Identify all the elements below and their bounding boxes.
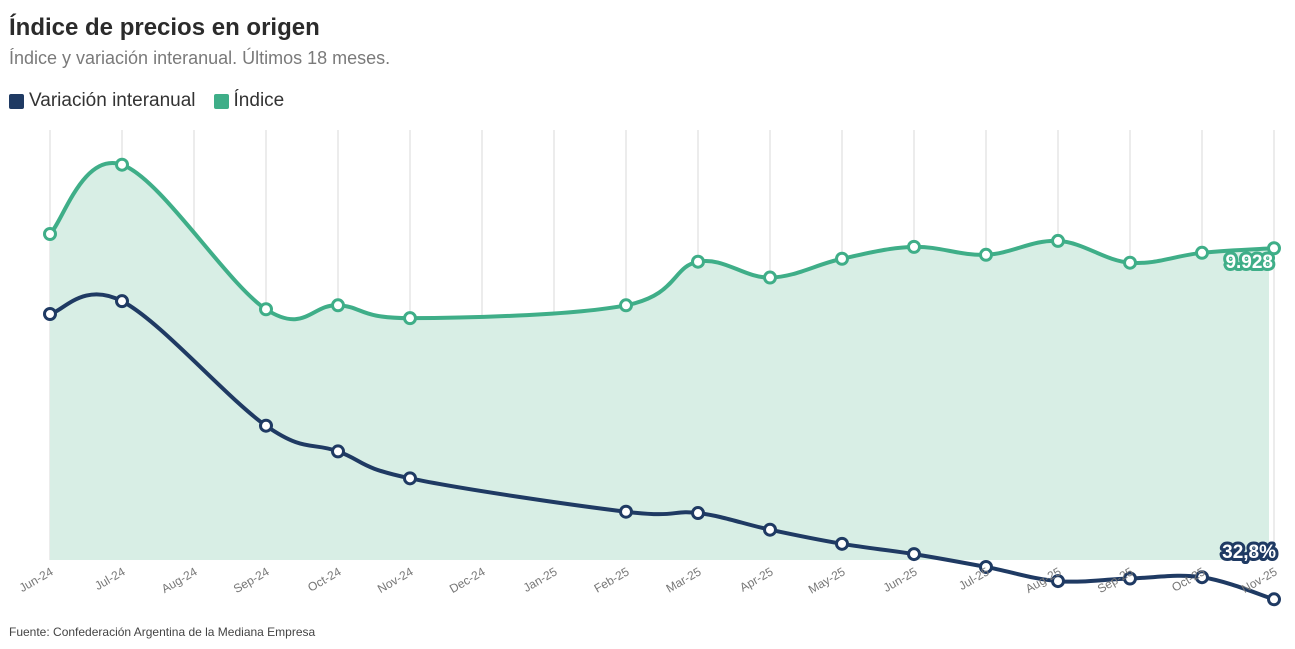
indice-end-label-halo: 9.928 [1225, 252, 1273, 273]
indice-end-label: 9.928 [1225, 252, 1273, 273]
chart-subtitle: Índice y variación interanual. Últimos 1… [9, 48, 391, 68]
x-tick-label: Jul-25 [956, 564, 992, 593]
indice-point[interactable] [259, 302, 273, 317]
x-tick-label: Mar-25 [664, 564, 704, 595]
chart-title: Índice de precios en origen [9, 14, 320, 41]
variacion-point[interactable] [1195, 570, 1209, 585]
indice-point[interactable] [1195, 245, 1209, 260]
variacion-points [43, 294, 1281, 607]
indice-points [43, 157, 1281, 326]
indice-point[interactable] [763, 270, 777, 285]
legend-label-variacion: Variación interanual [29, 90, 196, 111]
legend-label-indice: Índice [233, 90, 285, 111]
variacion-point[interactable] [907, 547, 921, 562]
indice-point[interactable] [1123, 255, 1137, 270]
x-tick-label: Jul-24 [92, 564, 128, 593]
variacion-point[interactable] [1123, 571, 1137, 586]
legend-swatch-variacion [9, 93, 24, 109]
indice-point[interactable] [115, 157, 129, 172]
indice-point[interactable] [835, 251, 849, 266]
indice-point[interactable] [331, 298, 345, 313]
variacion-point[interactable] [619, 504, 633, 519]
x-tick-label: Jun-24 [17, 564, 56, 595]
x-tick-label: Oct-25 [1169, 564, 1207, 594]
indice-point[interactable] [907, 239, 921, 254]
variacion-end-label-halo: 32,8% [1222, 542, 1276, 563]
x-tick-label: Feb-25 [592, 564, 632, 595]
legend: Variación interanual Índice [9, 90, 302, 112]
indice-point[interactable] [979, 247, 993, 262]
variacion-point[interactable] [979, 559, 993, 574]
x-tick-label: Jun-25 [881, 564, 920, 595]
indice-area [50, 162, 1274, 560]
variacion-point[interactable] [835, 536, 849, 551]
legend-swatch-indice [213, 93, 229, 109]
source-note: Fuente: Confederación Argentina de la Me… [9, 625, 316, 639]
indice-point[interactable] [403, 311, 417, 326]
variacion-point[interactable] [1051, 574, 1065, 589]
variacion-point[interactable] [331, 444, 345, 459]
variacion-point[interactable] [763, 522, 777, 537]
x-tick-label: May-25 [806, 564, 848, 596]
variacion-point[interactable] [115, 294, 129, 309]
indice-point[interactable] [43, 227, 57, 241]
variacion-end-label: 32,8% [1222, 542, 1276, 563]
variacion-point[interactable] [1267, 592, 1281, 607]
indice-point[interactable] [1051, 233, 1065, 248]
indice-point[interactable] [1267, 241, 1281, 256]
x-tick-label: Apr-25 [737, 564, 775, 594]
variacion-point[interactable] [691, 506, 705, 521]
x-tick-label: Nov-24 [375, 564, 416, 596]
indice-point[interactable] [691, 254, 705, 269]
x-tick-label: Jan-25 [521, 564, 560, 595]
variacion-point[interactable] [259, 418, 273, 433]
variacion-point[interactable] [403, 471, 417, 486]
x-tick-label: Dec-24 [447, 564, 488, 596]
x-tick-label: Aug-24 [159, 564, 200, 596]
x-tick-label: Sep-24 [231, 564, 272, 596]
indice-point[interactable] [619, 298, 633, 313]
legend-item-indice[interactable]: Índice [213, 90, 285, 112]
legend-item-variacion[interactable]: Variación interanual [9, 90, 196, 112]
x-tick-label: Oct-24 [305, 564, 343, 594]
variacion-point[interactable] [43, 307, 57, 321]
x-tick-label: Nov-25 [1239, 564, 1280, 596]
